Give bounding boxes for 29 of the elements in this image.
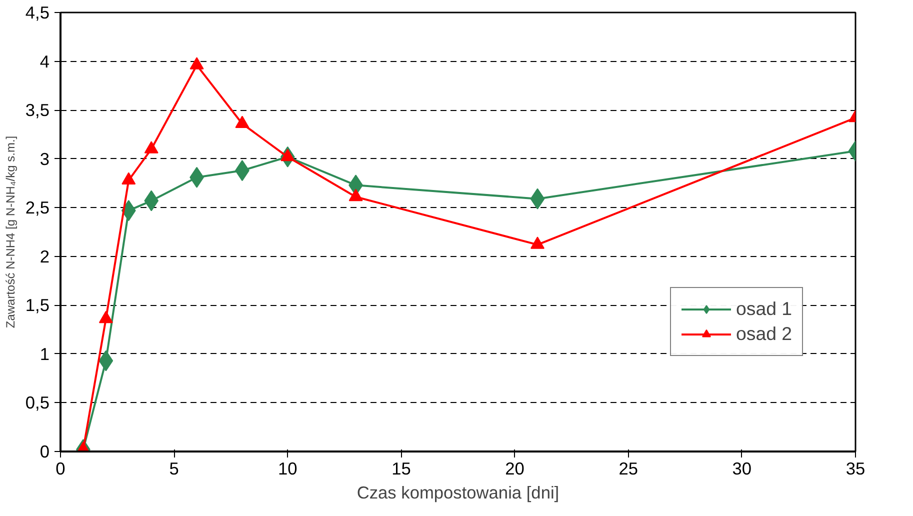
x-tick-label: 10 — [278, 458, 298, 478]
point — [122, 172, 136, 185]
y-tick-label: 0,5 — [25, 392, 50, 413]
point — [530, 236, 544, 249]
point — [280, 148, 295, 162]
y-tick-label: 4 — [40, 51, 50, 72]
y-tick-label: 3,5 — [25, 100, 50, 120]
y-tick-label: 4,5 — [25, 2, 50, 22]
x-tick-label: 20 — [505, 458, 524, 478]
point — [98, 310, 113, 324]
x-tick-label: 35 — [846, 458, 866, 478]
x-tick-label: 30 — [732, 458, 752, 478]
point — [348, 188, 363, 202]
x-tick-label: 15 — [392, 458, 411, 478]
legend-label: osad 1 — [736, 298, 792, 320]
x-tick-label: 0 — [56, 458, 66, 478]
y-tick-label: 1,5 — [25, 295, 50, 316]
x-axis-title: Czas kompostowania [dni] — [356, 482, 560, 502]
x-tick-label: 25 — [618, 458, 638, 478]
y-tick-label: 2,5 — [25, 198, 50, 218]
y-tick-label: 0 — [40, 442, 50, 462]
point — [235, 116, 250, 128]
legend-label: osad 2 — [736, 323, 792, 345]
x-tick-label: 5 — [169, 458, 179, 478]
point — [144, 141, 158, 154]
y-tick-label: 1 — [40, 344, 50, 364]
y-tick-label: 3 — [40, 148, 50, 169]
y-tick-label: 2 — [40, 246, 50, 266]
y-axis-title: Zawartość N-NH4 [g N-NH₄/kg s.m.] — [3, 136, 18, 328]
